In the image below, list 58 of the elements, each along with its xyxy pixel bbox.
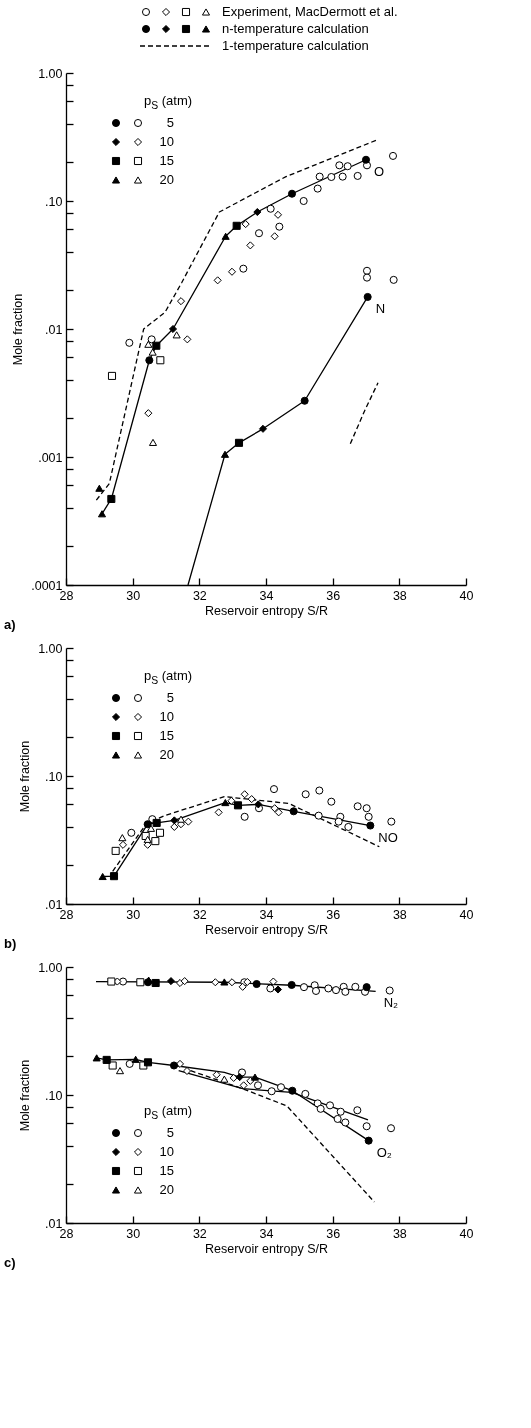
- y-tick-label: .10: [45, 769, 63, 784]
- x-axis-title: Reservoir entropy S/R: [205, 923, 328, 937]
- x-tick-label: 40: [459, 588, 474, 603]
- legend-label: 20: [159, 1182, 174, 1197]
- series-label: O: [374, 163, 385, 179]
- text: a): [4, 617, 16, 632]
- x-tick-label: 28: [59, 588, 74, 603]
- y-axis-title: Mole fraction: [18, 740, 33, 813]
- y-tick-label: .10: [45, 1088, 63, 1103]
- text: b): [4, 936, 17, 951]
- y-axis-title: Mole fraction: [11, 293, 26, 366]
- text: n-temperature calculation: [222, 21, 369, 36]
- x-tick-label: 28: [59, 1226, 74, 1241]
- series-label: N: [375, 300, 386, 316]
- text: c): [4, 1255, 16, 1270]
- legend-label: 15: [159, 153, 174, 168]
- legend-label: 20: [159, 172, 174, 187]
- series-label: O₂: [376, 1144, 392, 1160]
- x-tick-label: 36: [326, 1226, 341, 1241]
- x-tick-label: 32: [192, 588, 207, 603]
- legend-label: 5: [166, 1125, 174, 1140]
- legend-label: 10: [159, 709, 174, 724]
- legend-label: 20: [159, 747, 174, 762]
- x-tick-label: 28: [59, 907, 74, 922]
- legend-label: 10: [159, 1144, 174, 1159]
- x-axis-title: Reservoir entropy S/R: [205, 604, 328, 618]
- legend-label: 5: [166, 690, 174, 705]
- text: Experiment, MacDermott et al.: [222, 4, 398, 19]
- legend-label: 10: [159, 134, 174, 149]
- x-tick-label: 32: [192, 1226, 207, 1241]
- x-tick-label: 36: [326, 907, 341, 922]
- y-axis-title: Mole fraction: [18, 1059, 33, 1132]
- y-tick-label: 1.00: [38, 960, 63, 975]
- x-tick-label: 38: [392, 588, 407, 603]
- series-label: N₂: [383, 995, 399, 1011]
- y-tick-label: .10: [45, 194, 63, 209]
- y-tick-label: 1.00: [38, 66, 63, 81]
- legend-label: 15: [159, 1163, 174, 1178]
- x-tick-label: 30: [126, 907, 141, 922]
- x-tick-label: 38: [392, 907, 407, 922]
- x-tick-label: 34: [259, 1226, 274, 1241]
- x-tick-label: 36: [326, 588, 341, 603]
- y-tick-label: .01: [45, 322, 63, 337]
- x-tick-label: 34: [259, 907, 274, 922]
- y-tick-label: .001: [38, 450, 63, 465]
- x-tick-label: 34: [259, 588, 274, 603]
- x-tick-label: 32: [192, 907, 207, 922]
- series-label: NO: [378, 829, 398, 845]
- text: 1-temperature calculation: [222, 38, 369, 53]
- x-tick-label: 38: [392, 1226, 407, 1241]
- x-tick-label: 40: [459, 907, 474, 922]
- x-tick-label: 30: [126, 1226, 141, 1241]
- legend-label: 15: [159, 728, 174, 743]
- x-tick-label: 30: [126, 588, 141, 603]
- x-axis-title: Reservoir entropy S/R: [205, 1242, 328, 1256]
- y-tick-label: 1.00: [38, 641, 63, 656]
- x-tick-label: 40: [459, 1226, 474, 1241]
- legend-label: 5: [166, 115, 174, 130]
